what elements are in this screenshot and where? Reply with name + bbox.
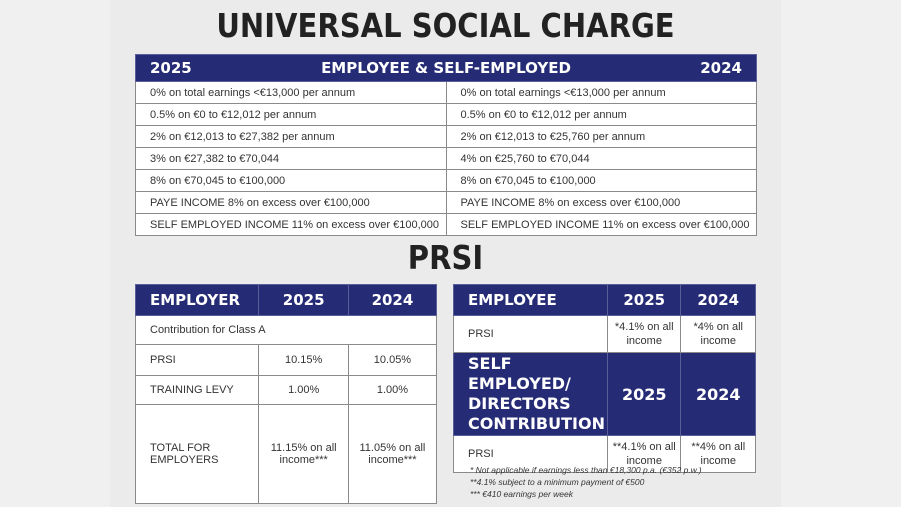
employee-header-2024: 2024 [680,284,756,316]
footnote: * Not applicable if earnings less than €… [470,465,702,475]
employer-row-label: TRAINING LEVY [134,375,260,405]
usc-2025-cell: 2% on €12,013 to €27,382 per annum [135,125,447,148]
table-row: SELF EMPLOYED INCOME 11% on excess over … [135,213,757,236]
employer-row-label: PRSI [134,344,260,376]
employer-2024-cell: 1.00% [347,375,438,405]
footnotes: * Not applicable if earnings less than €… [470,464,770,500]
usc-2024-cell: 8% on €70,045 to €100,000 [445,169,757,192]
table-row: 0% on total earnings <€13,000 per annum … [135,81,757,104]
usc-2024-cell: SELF EMPLOYED INCOME 11% on excess over … [445,213,757,236]
self-employed-header-2024: 2024 [680,352,756,436]
self-employed-2025-cell: **4.1% on all income [606,435,682,473]
prsi-title: PRSI [407,238,484,277]
usc-2025-cell: PAYE INCOME 8% on excess over €100,000 [135,191,447,214]
usc-2024-cell: 0% on total earnings <€13,000 per annum [445,81,757,104]
employee-table: EMPLOYEE 2025 2024 PRSI *4.1% on all inc… [453,284,756,473]
table-row: TOTAL FOR EMPLOYERS 11.15% on all income… [134,404,438,504]
usc-header-label: EMPLOYEE & SELF-EMPLOYED [321,59,571,77]
table-row: Contribution for Class A [135,315,437,345]
employer-row-label: TOTAL FOR EMPLOYERS [134,404,260,504]
employer-header-label: EMPLOYER [134,284,260,316]
usc-title: UNIVERSAL SOCIAL CHARGE [216,6,675,45]
self-employed-header-row: SELF EMPLOYED/ DIRECTORS CONTRIBUTION 20… [453,352,756,436]
usc-header: 2025 EMPLOYEE & SELF-EMPLOYED 2024 [135,54,757,82]
footnote: *** €410 earnings per week [470,489,574,499]
table-row: 0.5% on €0 to €12,012 per annum 0.5% on … [135,103,757,126]
usc-2025-cell: 0% on total earnings <€13,000 per annum [135,81,447,104]
employer-2025-cell: 11.15% on all income*** [258,404,349,504]
usc-2024-cell: 4% on €25,760 to €70,044 [445,147,757,170]
left-margin [0,0,110,507]
usc-2024-cell: 2% on €12,013 to €25,760 per annum [445,125,757,148]
employer-2024-cell: 10.05% [347,344,438,376]
employer-2025-cell: 1.00% [258,375,349,405]
employee-2024-cell: *4% on all income [680,315,756,353]
employer-2025-cell: 10.15% [258,344,349,376]
self-employed-2024-cell: **4% on all income [680,435,756,473]
usc-2025-cell: 3% on €27,382 to €70,044 [135,147,447,170]
employer-header-row: EMPLOYER 2025 2024 [134,284,438,316]
employee-header-2025: 2025 [606,284,682,316]
table-row: PRSI 10.15% 10.05% [134,344,438,376]
usc-year-2025: 2025 [150,59,192,77]
right-margin [781,0,901,507]
usc-table: 2025 EMPLOYEE & SELF-EMPLOYED 2024 0% on… [135,54,757,236]
document-page: UNIVERSAL SOCIAL CHARGE 2025 EMPLOYEE & … [110,0,781,507]
employee-header-row: EMPLOYEE 2025 2024 [453,284,756,316]
employee-2025-cell: *4.1% on all income [606,315,682,353]
usc-2025-cell: SELF EMPLOYED INCOME 11% on excess over … [135,213,447,236]
table-row: TRAINING LEVY 1.00% 1.00% [134,375,438,405]
employee-row-label: PRSI [453,315,608,353]
employer-header-2025: 2025 [258,284,349,316]
usc-2024-cell: PAYE INCOME 8% on excess over €100,000 [445,191,757,214]
employer-class-row: Contribution for Class A [135,315,437,345]
usc-year-2024: 2024 [700,59,742,77]
table-row: PRSI **4.1% on all income **4% on all in… [453,435,756,473]
usc-2025-cell: 8% on €70,045 to €100,000 [135,169,447,192]
usc-header-row: 2025 EMPLOYEE & SELF-EMPLOYED 2024 [135,54,757,82]
self-employed-header-label: SELF EMPLOYED/ DIRECTORS CONTRIBUTION [453,352,608,436]
self-employed-row-label: PRSI [453,435,608,473]
self-employed-header-2025: 2025 [606,352,682,436]
table-row: PRSI *4.1% on all income *4% on all inco… [453,315,756,353]
table-row: 2% on €12,013 to €27,382 per annum 2% on… [135,125,757,148]
footnote: **4.1% subject to a minimum payment of €… [470,477,645,487]
employee-header-label: EMPLOYEE [453,284,608,316]
table-row: 8% on €70,045 to €100,000 8% on €70,045 … [135,169,757,192]
usc-2024-cell: 0.5% on €0 to €12,012 per annum [445,103,757,126]
usc-2025-cell: 0.5% on €0 to €12,012 per annum [135,103,447,126]
employer-table: EMPLOYER 2025 2024 Contribution for Clas… [134,284,438,504]
employer-header-2024: 2024 [347,284,438,316]
table-row: PAYE INCOME 8% on excess over €100,000 P… [135,191,757,214]
table-row: 3% on €27,382 to €70,044 4% on €25,760 t… [135,147,757,170]
employer-2024-cell: 11.05% on all income*** [347,404,438,504]
